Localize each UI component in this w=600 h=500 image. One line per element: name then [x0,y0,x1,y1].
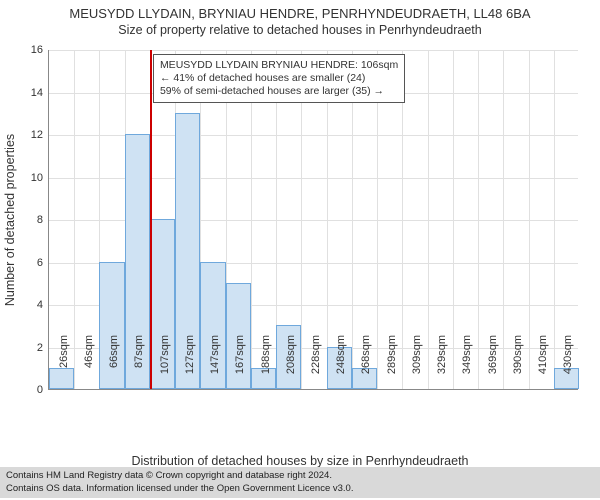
gridline-v [453,50,454,389]
page-root: MEUSYDD LLYDAIN, BRYNIAU HENDRE, PENRHYN… [0,0,600,500]
gridline-v [503,50,504,389]
x-tick-label: 268sqm [360,335,372,395]
y-tick-label: 10 [31,172,49,184]
y-tick-label: 16 [31,44,49,56]
x-tick-label: 248sqm [335,335,347,395]
chart-area: 024681012141626sqm46sqm66sqm87sqm107sqm1… [48,50,578,390]
x-tick-label: 329sqm [436,335,448,395]
y-tick-label: 4 [37,299,49,311]
footer-attribution: Contains HM Land Registry data © Crown c… [0,467,600,498]
footer-line1: Contains HM Land Registry data © Crown c… [6,470,594,482]
x-tick-label: 127sqm [184,335,196,395]
marker-line [150,50,152,389]
x-tick-label: 369sqm [487,335,499,395]
y-axis-label: Number of detached properties [3,134,17,306]
x-tick-label: 188sqm [260,335,272,395]
x-tick-label: 410sqm [537,335,549,395]
y-tick-label: 8 [37,214,49,226]
x-tick-label: 208sqm [285,335,297,395]
x-tick-label: 430sqm [562,335,574,395]
x-tick-label: 66sqm [108,335,120,395]
x-tick-label: 167sqm [234,335,246,395]
y-tick-label: 2 [37,342,49,354]
page-subtitle: Size of property relative to detached ho… [0,21,600,37]
annotation-line2: ← 41% of detached houses are smaller (24… [160,72,398,85]
y-tick-label: 14 [31,87,49,99]
x-tick-label: 107sqm [159,335,171,395]
gridline-h [49,50,578,51]
x-tick-label: 147sqm [209,335,221,395]
gridline-v [529,50,530,389]
x-tick-label: 390sqm [512,335,524,395]
y-tick-label: 12 [31,129,49,141]
x-tick-label: 289sqm [386,335,398,395]
x-tick-label: 87sqm [133,335,145,395]
page-title: MEUSYDD LLYDAIN, BRYNIAU HENDRE, PENRHYN… [0,0,600,21]
gridline-v [554,50,555,389]
x-tick-label: 46sqm [83,335,95,395]
x-tick-label: 349sqm [461,335,473,395]
annotation-box: MEUSYDD LLYDAIN BRYNIAU HENDRE: 106sqm ←… [153,54,405,103]
x-tick-label: 309sqm [411,335,423,395]
gridline-v [478,50,479,389]
annotation-line3: 59% of semi-detached houses are larger (… [160,85,398,98]
x-tick-label: 26sqm [58,335,70,395]
x-tick-label: 228sqm [310,335,322,395]
footer-line2: Contains OS data. Information licensed u… [6,483,594,495]
gridline-v [74,50,75,389]
y-tick-label: 6 [37,257,49,269]
y-tick-label: 0 [37,384,49,396]
annotation-line1: MEUSYDD LLYDAIN BRYNIAU HENDRE: 106sqm [160,59,398,72]
x-axis-label: Distribution of detached houses by size … [0,454,600,468]
gridline-v [428,50,429,389]
